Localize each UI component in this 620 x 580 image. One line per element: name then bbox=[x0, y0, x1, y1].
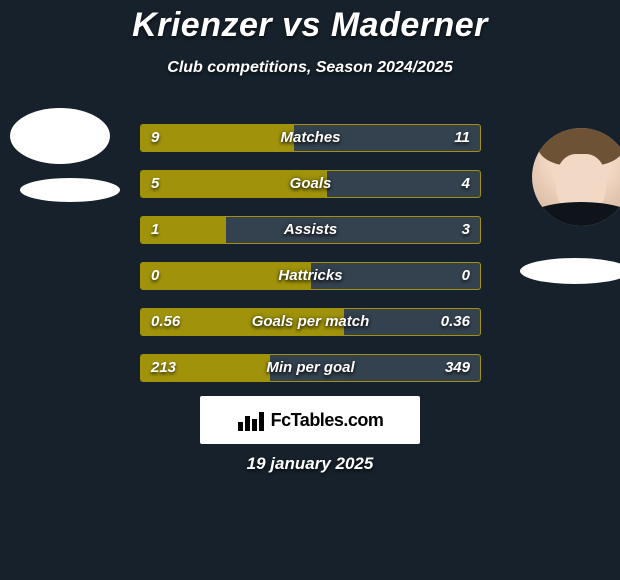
stat-value-right: 0.36 bbox=[441, 309, 470, 335]
player-left-shadow bbox=[20, 178, 120, 202]
player-right-avatar bbox=[532, 128, 620, 226]
title-player-right: Maderner bbox=[331, 6, 488, 44]
stat-row: 1Assists3 bbox=[140, 216, 481, 244]
stat-value-right: 4 bbox=[462, 171, 470, 197]
page-title: Krienzer vs Maderner bbox=[0, 0, 620, 45]
infographic-date: 19 january 2025 bbox=[0, 454, 620, 474]
stat-label: Assists bbox=[141, 217, 480, 243]
stats-bars: 9Matches11 5Goals4 1Assists3 0Hattricks0 0.5… bbox=[140, 124, 481, 400]
stat-label: Min per goal bbox=[141, 355, 480, 381]
subtitle: Club competitions, Season 2024/2025 bbox=[0, 59, 620, 77]
fctables-logo-link[interactable]: FcTables.com bbox=[200, 396, 420, 444]
stat-row: 0Hattricks0 bbox=[140, 262, 481, 290]
stat-value-right: 11 bbox=[454, 125, 470, 151]
fctables-bars-icon bbox=[237, 408, 265, 432]
stat-row: 0.56Goals per match0.36 bbox=[140, 308, 481, 336]
stat-row: 9Matches11 bbox=[140, 124, 481, 152]
stat-value-right: 3 bbox=[462, 217, 470, 243]
player-right-shadow bbox=[520, 258, 620, 284]
title-player-left: Krienzer bbox=[132, 6, 272, 44]
stat-label: Matches bbox=[141, 125, 480, 151]
stat-label: Goals per match bbox=[141, 309, 480, 335]
stat-label: Hattricks bbox=[141, 263, 480, 289]
stat-label: Goals bbox=[141, 171, 480, 197]
fctables-logo-text: FcTables.com bbox=[271, 410, 384, 431]
infographic-container: Krienzer vs Maderner Club competitions, … bbox=[0, 0, 620, 580]
player-left-avatar bbox=[10, 108, 110, 164]
title-vs: vs bbox=[282, 6, 321, 44]
stat-value-right: 0 bbox=[462, 263, 470, 289]
stat-row: 213Min per goal349 bbox=[140, 354, 481, 382]
avatar-shirt bbox=[532, 202, 620, 226]
stat-row: 5Goals4 bbox=[140, 170, 481, 198]
stat-value-right: 349 bbox=[445, 355, 470, 381]
